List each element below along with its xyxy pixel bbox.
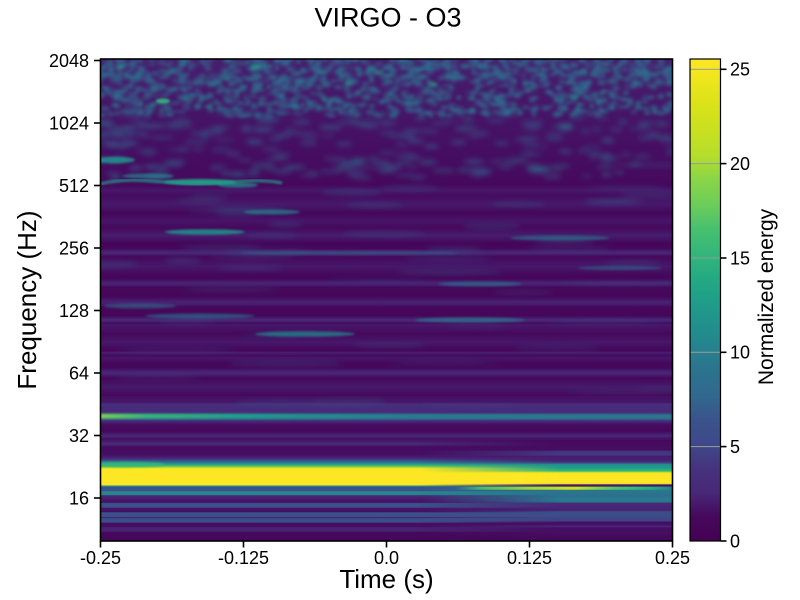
svg-text:0: 0: [730, 531, 740, 551]
svg-text:0.25: 0.25: [655, 548, 690, 568]
svg-text:2048: 2048: [49, 51, 89, 71]
svg-text:5: 5: [730, 437, 740, 457]
svg-text:0.0: 0.0: [374, 548, 399, 568]
svg-text:15: 15: [730, 248, 750, 268]
svg-text:Normalized energy: Normalized energy: [755, 208, 778, 385]
svg-text:512: 512: [59, 176, 89, 196]
svg-text:10: 10: [730, 343, 750, 363]
svg-text:20: 20: [730, 154, 750, 174]
svg-text:1024: 1024: [49, 113, 89, 133]
svg-text:0.125: 0.125: [507, 548, 552, 568]
svg-text:-0.125: -0.125: [218, 548, 269, 568]
svg-text:Time (s): Time (s): [339, 564, 433, 594]
svg-text:VIRGO - O3: VIRGO - O3: [314, 3, 461, 33]
svg-text:32: 32: [69, 426, 89, 446]
svg-text:16: 16: [69, 488, 89, 508]
svg-text:128: 128: [59, 301, 89, 321]
svg-text:256: 256: [59, 238, 89, 258]
svg-text:64: 64: [69, 363, 89, 383]
svg-text:Frequency (Hz): Frequency (Hz): [12, 210, 42, 389]
svg-text:-0.25: -0.25: [80, 548, 121, 568]
svg-text:25: 25: [730, 60, 750, 80]
